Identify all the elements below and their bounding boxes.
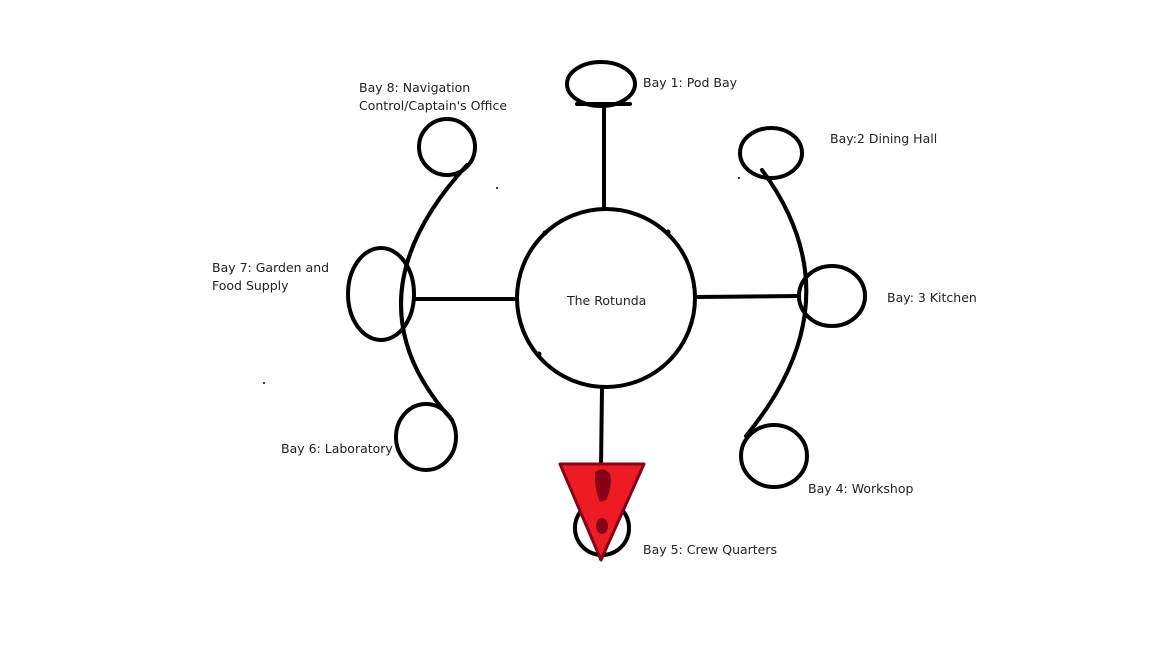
bay8-node <box>417 117 477 177</box>
hub-mark <box>263 382 265 384</box>
bay7-node <box>346 246 416 342</box>
bay4-label: Bay 4: Workshop <box>808 481 914 496</box>
bay5-label: Bay 5: Crew Quarters <box>643 542 778 557</box>
bay3-label: Bay: 3 Kitchen <box>887 290 977 305</box>
spoke-south <box>599 386 604 470</box>
hub-mark <box>738 177 740 179</box>
bay7-label: Bay 7: Garden and Food Supply <box>212 260 330 293</box>
hub-mark <box>536 351 542 357</box>
hub-mark <box>542 230 548 236</box>
bay1-label: Bay 1: Pod Bay <box>643 75 738 90</box>
bay1-node <box>565 60 637 108</box>
bay3-node <box>797 264 867 328</box>
rotunda-label: The Rotunda <box>567 293 647 308</box>
bay6-node <box>394 402 458 472</box>
bay6-label: Bay 6: Laboratory <box>281 441 393 456</box>
bay2-label: Bay:2 Dining Hall <box>830 131 938 146</box>
bay2-node <box>738 126 804 180</box>
hub-mark <box>496 187 498 189</box>
bay8-label: Bay 8: Navigation Control/Captain's Offi… <box>359 80 508 113</box>
bay4-node <box>739 423 809 489</box>
arc-west <box>399 163 469 422</box>
arc-east <box>744 168 809 438</box>
warning-triangle-icon <box>558 462 646 562</box>
spoke-east <box>694 294 801 299</box>
hub-mark <box>665 229 671 235</box>
